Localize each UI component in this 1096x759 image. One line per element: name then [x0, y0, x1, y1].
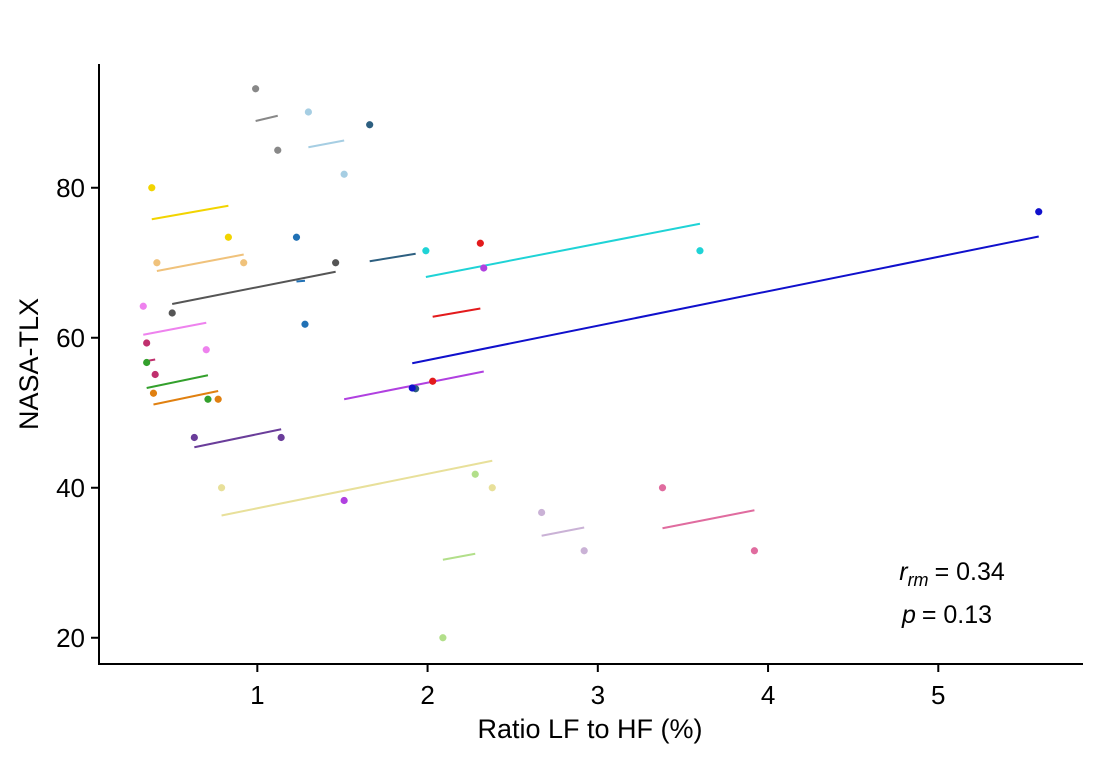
fit-line	[412, 235, 1039, 365]
data-point	[366, 121, 374, 129]
fit-line	[143, 321, 207, 336]
fit-line	[425, 222, 701, 278]
fit-lines	[143, 114, 1039, 561]
data-point	[217, 484, 226, 492]
x-tick-label: 5	[931, 680, 945, 710]
data-point	[476, 239, 484, 247]
data-point	[143, 358, 151, 367]
fit-line	[432, 307, 481, 318]
data-point	[151, 370, 159, 379]
data-point	[340, 496, 348, 505]
y-tick-label: 80	[56, 173, 85, 203]
x-axis-title: Ratio LF to HF (%)	[477, 714, 702, 744]
data-point	[750, 547, 759, 555]
data-point	[408, 384, 416, 392]
data-point	[277, 433, 285, 442]
y-tick-label: 60	[56, 323, 85, 353]
fit-line	[194, 428, 282, 449]
data-point	[153, 259, 161, 267]
data-point	[538, 508, 546, 517]
data-point	[301, 320, 309, 328]
data-point	[480, 264, 488, 272]
data-point	[439, 634, 447, 642]
x-tick-label: 3	[591, 680, 605, 710]
x-axis-ticks: 1 2 3 4 5	[250, 664, 946, 710]
p-value-annotation: p = 0.13	[901, 601, 992, 629]
y-axis-title: NASA-TLX	[14, 298, 44, 430]
y-axis-ticks: 20 40 60 80	[56, 173, 99, 653]
data-point	[204, 395, 212, 403]
data-point	[202, 346, 210, 354]
data-point	[471, 470, 479, 478]
data-point	[580, 547, 588, 555]
data-point	[340, 170, 348, 178]
data-point	[1035, 208, 1043, 216]
data-point	[214, 395, 222, 403]
data-point	[429, 377, 437, 385]
fit-line	[541, 526, 585, 537]
x-tick-label: 4	[761, 680, 775, 710]
data-point	[422, 247, 430, 255]
x-tick-label: 1	[250, 680, 264, 710]
fit-line	[153, 390, 219, 406]
y-tick-label: 40	[56, 473, 85, 503]
fit-line	[369, 252, 416, 263]
fit-line	[308, 139, 345, 149]
fit-line	[296, 279, 306, 283]
fit-line	[156, 253, 244, 272]
data-point	[252, 85, 260, 93]
data-point	[149, 389, 158, 397]
data-point	[168, 309, 176, 317]
data-point	[696, 247, 704, 255]
fit-line	[172, 270, 336, 305]
fit-line	[151, 204, 229, 221]
y-tick-label: 20	[56, 623, 85, 653]
fit-line	[255, 114, 278, 122]
fit-line	[662, 509, 755, 530]
data-point	[139, 302, 147, 310]
data-point	[658, 484, 667, 492]
data-point	[143, 339, 151, 347]
data-point	[274, 146, 282, 154]
fit-line	[442, 552, 476, 561]
data-point	[148, 184, 156, 192]
data-point	[332, 259, 340, 267]
fit-line	[221, 459, 493, 517]
fit-line	[146, 374, 209, 389]
data-points	[139, 85, 1043, 642]
data-point	[488, 484, 496, 492]
correlation-annotation: rrm = 0.34	[899, 558, 1005, 590]
data-point	[224, 233, 232, 241]
data-point	[240, 259, 248, 267]
data-point	[292, 233, 301, 241]
data-point	[304, 108, 312, 116]
x-tick-label: 2	[420, 680, 434, 710]
data-point	[190, 433, 198, 442]
